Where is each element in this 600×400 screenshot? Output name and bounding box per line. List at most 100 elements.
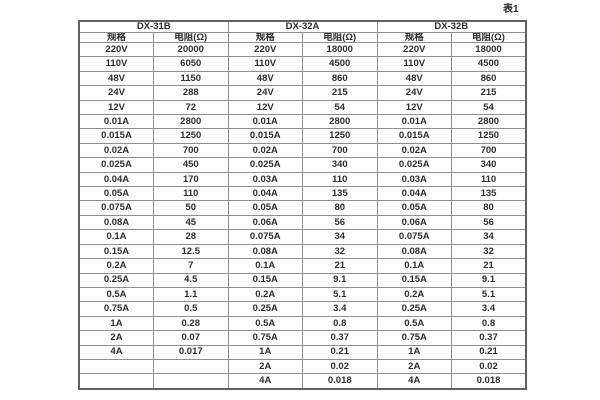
spec-cell: 48V (376, 70, 452, 87)
resistance-cell: 9.1 (302, 272, 378, 288)
spec-cell: 0.08A (376, 243, 452, 260)
table-row: 0.08A 45 0.06A 56 0.06A 56 (78, 214, 527, 231)
table-row: 0.075A 50 0.05A 80 0.05A 80 (78, 200, 527, 216)
spec-cell: 1A (78, 315, 154, 332)
spec-cell: 2A (78, 330, 154, 346)
table-caption: 表1 (503, 4, 519, 15)
spec-cell: 4A (376, 373, 452, 390)
spec-cell: 0.5A (227, 315, 303, 332)
spec-column-header: 规格 (78, 31, 154, 43)
resistance-cell: 170 (153, 171, 229, 188)
spec-cell: 0.25A (376, 301, 452, 317)
spec-cell: 220V (376, 41, 452, 58)
resistance-cell: 0.37 (451, 330, 527, 346)
table-row: 0.04A 170 0.03A 110 0.03A 110 (78, 171, 527, 188)
table-row: 0.75A 0.5 0.25A 3.4 0.25A 3.4 (78, 301, 527, 317)
resistance-cell: 56 (451, 214, 527, 231)
resistance-cell: 135 (451, 186, 527, 202)
spec-cell: 12V (376, 99, 452, 116)
spec-column-header: 规格 (376, 31, 452, 43)
spec-cell: 0.15A (376, 272, 452, 288)
resistance-table: DX-31B DX-32A DX-32B 规格 电阻(Ω) 规格 电阻(Ω) 规格 电阻(Ω) … (78, 20, 527, 390)
resistance-cell: 0.02 (451, 358, 527, 375)
resistance-cell: 700 (451, 142, 527, 159)
spec-cell: 0.04A (78, 171, 154, 188)
resistance-cell: 54 (451, 99, 527, 116)
spec-cell: 110V (78, 56, 154, 72)
table-row: 4A 0.018 4A 0.018 (78, 373, 527, 390)
table-row: 4A 0.017 1A 0.21 1A 0.21 (78, 344, 527, 360)
resistance-cell: 34 (451, 229, 527, 245)
spec-cell: 0.75A (78, 301, 154, 317)
spec-cell: 0.03A (227, 171, 303, 188)
spec-cell: 0.01A (78, 114, 154, 130)
resistance-cell: 0.8 (451, 315, 527, 332)
spec-cell: 0.03A (376, 171, 452, 188)
spec-cell: 0.01A (376, 114, 452, 130)
resistance-cell: 32 (302, 243, 378, 260)
resistance-cell (153, 373, 229, 390)
resistance-cell: 0.017 (153, 344, 229, 360)
spec-cell: 24V (227, 85, 303, 101)
spec-cell: 0.025A (376, 157, 452, 173)
resistance-cell: 1250 (153, 128, 229, 144)
table-row: 12V 72 12V 54 12V 54 (78, 99, 527, 116)
resistance-column-header: 电阻(Ω) (451, 31, 527, 43)
group-header-row: DX-31B DX-32A DX-32B (78, 20, 527, 33)
table-row: 0.025A 450 0.025A 340 0.025A 340 (78, 157, 527, 173)
spec-cell: 0.1A (376, 258, 452, 274)
spec-cell: 0.06A (227, 214, 303, 231)
spec-cell: 220V (227, 41, 303, 58)
table-row: 0.015A 1250 0.015A 1250 0.015A 1250 (78, 128, 527, 144)
resistance-cell: 50 (153, 200, 229, 216)
spec-cell: 12V (78, 99, 154, 116)
spec-cell: 0.75A (227, 330, 303, 346)
spec-cell: 0.02A (376, 142, 452, 159)
resistance-cell: 288 (153, 85, 229, 101)
spec-cell (78, 358, 154, 375)
spec-cell: 0.25A (227, 301, 303, 317)
resistance-cell: 3.4 (451, 301, 527, 317)
table-row: 48V 1150 48V 860 48V 860 (78, 70, 527, 87)
resistance-cell: 215 (302, 85, 378, 101)
resistance-cell: 0.02 (302, 358, 378, 375)
resistance-cell: 21 (302, 258, 378, 274)
spec-cell: 0.25A (78, 272, 154, 288)
spec-cell: 0.025A (78, 157, 154, 173)
resistance-cell: 450 (153, 157, 229, 173)
table-row: 0.01A 2800 0.01A 2800 0.01A 2800 (78, 114, 527, 130)
resistance-cell (153, 358, 229, 375)
resistance-column-header: 电阻(Ω) (302, 31, 378, 43)
resistance-cell: 0.018 (451, 373, 527, 390)
spec-cell: 0.075A (376, 229, 452, 245)
spec-cell: 0.5A (376, 315, 452, 332)
resistance-cell: 5.1 (451, 286, 527, 303)
spec-cell: 0.04A (227, 186, 303, 202)
spec-cell: 0.15A (227, 272, 303, 288)
resistance-cell: 21 (451, 258, 527, 274)
spec-cell: 0.08A (78, 214, 154, 231)
resistance-cell: 45 (153, 214, 229, 231)
group-header-dx-31b: DX-31B (78, 20, 229, 33)
resistance-cell: 0.28 (153, 315, 229, 332)
spec-column-header: 规格 (227, 31, 303, 43)
spec-cell: 0.05A (376, 200, 452, 216)
resistance-cell: 0.37 (302, 330, 378, 346)
spec-cell: 0.15A (78, 243, 154, 260)
table-row: 1A 0.28 0.5A 0.8 0.5A 0.8 (78, 315, 527, 332)
resistance-cell: 4.5 (153, 272, 229, 288)
resistance-cell: 34 (302, 229, 378, 245)
resistance-cell: 110 (153, 186, 229, 202)
spec-cell: 0.1A (78, 229, 154, 245)
resistance-cell: 3.4 (302, 301, 378, 317)
spec-cell: 0.02A (227, 142, 303, 159)
spec-cell: 0.015A (227, 128, 303, 144)
spec-cell: 0.01A (227, 114, 303, 130)
spec-cell: 0.075A (78, 200, 154, 216)
resistance-cell: 32 (451, 243, 527, 260)
resistance-cell: 80 (302, 200, 378, 216)
resistance-cell: 9.1 (451, 272, 527, 288)
table-row: 0.25A 4.5 0.15A 9.1 0.15A 9.1 (78, 272, 527, 288)
spec-cell: 0.05A (227, 200, 303, 216)
